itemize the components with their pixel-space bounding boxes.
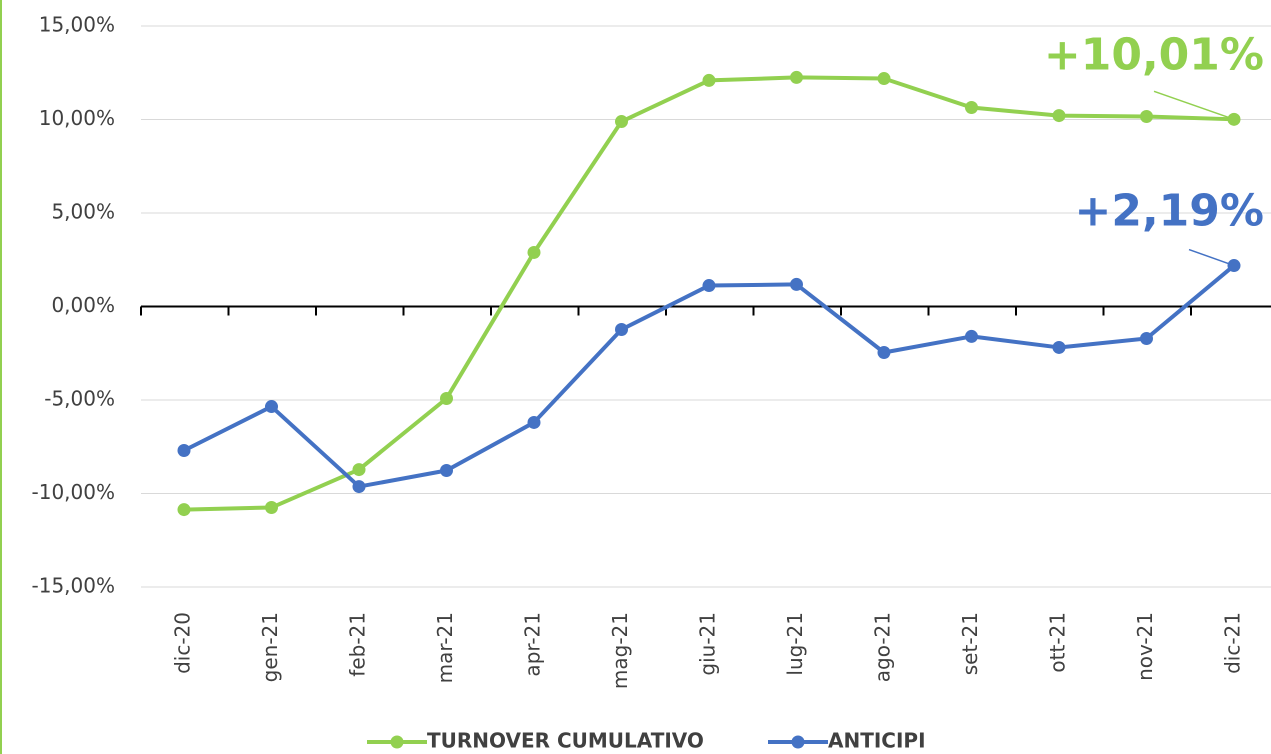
x-tick-label: dic-21 bbox=[1221, 612, 1245, 674]
point bbox=[702, 73, 716, 87]
legend-label: ANTICIPI bbox=[828, 729, 926, 753]
x-tick-label: ott-21 bbox=[1046, 612, 1070, 673]
y-tick-label: -5,00% bbox=[44, 387, 115, 411]
point bbox=[965, 329, 978, 343]
point bbox=[1140, 110, 1153, 124]
x-tick-label: mag-21 bbox=[608, 612, 632, 689]
y-tick-label: 5,00% bbox=[51, 200, 115, 224]
point bbox=[1052, 109, 1066, 123]
point bbox=[177, 503, 191, 517]
point bbox=[1052, 340, 1066, 354]
series-line bbox=[183, 264, 1236, 489]
x-tick-label: gen-21 bbox=[258, 612, 282, 682]
point bbox=[352, 463, 366, 477]
y-tick-label: -10,00% bbox=[32, 480, 115, 504]
x-tick-label: giu-21 bbox=[696, 612, 720, 676]
point bbox=[177, 443, 191, 457]
point bbox=[615, 115, 628, 129]
point bbox=[790, 277, 803, 291]
point bbox=[527, 415, 541, 429]
x-tick-label: feb-21 bbox=[346, 612, 370, 677]
x-tick-label: dic-20 bbox=[171, 612, 195, 674]
point bbox=[877, 346, 891, 360]
data-label: +2,19% bbox=[1074, 186, 1264, 237]
point bbox=[352, 480, 366, 494]
x-tick-label: lug-21 bbox=[783, 612, 807, 676]
point bbox=[702, 279, 716, 293]
y-tick-label: -15,00% bbox=[32, 574, 115, 598]
point bbox=[790, 70, 803, 84]
point bbox=[1140, 331, 1153, 345]
legend-marker bbox=[390, 735, 404, 749]
label-leader bbox=[1188, 248, 1235, 267]
point bbox=[615, 323, 628, 337]
point bbox=[440, 463, 453, 477]
point bbox=[527, 245, 541, 259]
x-tick-label: set-21 bbox=[958, 612, 982, 675]
y-tick-label: 0,00% bbox=[51, 293, 115, 317]
y-tick-label: 10,00% bbox=[39, 106, 115, 130]
x-tick-label: mar-21 bbox=[433, 612, 457, 683]
point bbox=[965, 101, 978, 115]
series-line bbox=[183, 75, 1235, 512]
y-tick-label: 15,00% bbox=[39, 13, 115, 37]
point bbox=[440, 392, 453, 406]
point bbox=[877, 72, 891, 86]
legend-marker bbox=[791, 735, 805, 749]
legend-label: TURNOVER CUMULATIVO bbox=[427, 729, 704, 753]
x-tick-label: ago-21 bbox=[871, 612, 895, 682]
data-label: +10,01% bbox=[1044, 29, 1264, 80]
point bbox=[265, 400, 278, 414]
x-tick-label: nov-21 bbox=[1133, 612, 1157, 681]
point bbox=[265, 501, 278, 515]
label-leader bbox=[1153, 90, 1235, 121]
x-tick-label: apr-21 bbox=[521, 612, 545, 677]
